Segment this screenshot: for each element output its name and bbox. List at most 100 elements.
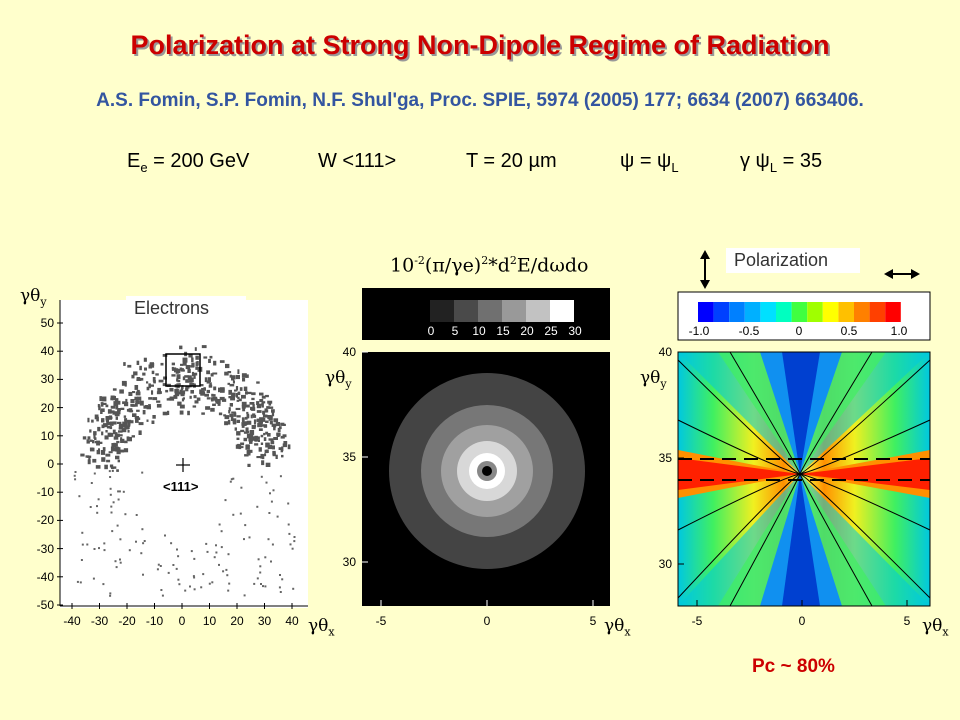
electron-dot <box>175 567 178 570</box>
electron-dot <box>245 404 250 408</box>
electron-dot <box>279 591 282 593</box>
electron-dot <box>93 431 97 436</box>
electron-dot <box>256 418 260 423</box>
electron-dot <box>96 505 98 508</box>
electron-dot <box>261 401 266 404</box>
electron-dot <box>177 401 182 406</box>
electron-dot <box>225 363 230 369</box>
electron-dot <box>117 490 120 493</box>
electron-dot <box>135 418 139 423</box>
electron-dot <box>87 436 91 440</box>
electron-dot <box>213 556 216 559</box>
electron-dot <box>95 465 101 469</box>
electron-dot <box>276 515 279 518</box>
electron-dot <box>230 478 233 481</box>
electron-dot <box>189 382 192 388</box>
electron-dot <box>219 396 225 401</box>
intensity-colorbar-cell <box>430 300 454 322</box>
electron-dot <box>108 470 111 473</box>
polarization-colorbar-cell <box>838 302 854 322</box>
electron-dot <box>142 372 146 376</box>
electron-dot <box>267 538 270 541</box>
electron-dot <box>216 399 221 404</box>
electron-dot <box>101 431 104 436</box>
electron-dot <box>112 411 118 415</box>
electron-dot <box>113 442 116 446</box>
electron-dot <box>256 404 261 409</box>
electron-dot <box>159 565 162 567</box>
electron-dot <box>246 450 251 454</box>
electron-dot <box>140 552 143 555</box>
mid-xtick-label: 0 <box>483 614 491 628</box>
electron-dot <box>132 413 137 417</box>
electron-dot <box>110 405 116 409</box>
electron-dot <box>208 358 211 363</box>
electron-dot <box>182 369 185 372</box>
electron-dot <box>240 486 243 489</box>
electron-dot <box>265 394 269 398</box>
electron-dot <box>254 438 258 442</box>
electron-dot <box>148 397 153 400</box>
electron-dot <box>278 447 283 450</box>
electron-dot <box>184 589 187 592</box>
electron-dot <box>237 396 240 400</box>
electron-dot <box>213 360 217 366</box>
electron-dot <box>224 421 228 426</box>
electron-dot <box>240 429 245 433</box>
electron-dot <box>111 447 116 452</box>
electron-dot <box>256 436 260 440</box>
electron-dot <box>115 416 118 420</box>
electron-dot <box>122 490 125 493</box>
electron-dot <box>130 420 134 424</box>
electron-dot <box>109 426 113 430</box>
electron-dot <box>192 405 197 408</box>
electron-dot <box>228 407 231 412</box>
electron-dot <box>250 414 253 419</box>
electron-dot <box>256 505 259 508</box>
electron-dot <box>87 459 91 465</box>
electron-dot <box>146 386 150 391</box>
electron-dot <box>265 420 269 423</box>
electron-dot <box>162 354 168 357</box>
electron-dot <box>261 417 266 422</box>
electron-dot <box>106 425 111 429</box>
electron-dot <box>277 427 281 433</box>
electron-dot <box>273 418 279 423</box>
electron-dot <box>270 500 273 503</box>
electron-dot <box>100 402 104 407</box>
electron-dot <box>254 419 257 422</box>
electron-dot <box>265 442 270 448</box>
electron-dot <box>171 362 175 366</box>
left-xtick-label: 40 <box>285 614 299 628</box>
electron-dot <box>120 407 125 410</box>
polarization-map <box>677 351 931 607</box>
electron-dot <box>153 380 156 384</box>
electron-dot <box>260 475 263 478</box>
polarization-colorbar-cell <box>744 302 761 322</box>
electron-dot <box>92 458 97 463</box>
electron-dot <box>232 513 235 516</box>
electron-dot <box>89 439 93 442</box>
electron-dot <box>152 415 156 419</box>
electron-dot <box>204 377 208 383</box>
electron-dot <box>182 360 187 366</box>
electron-dot <box>260 442 264 445</box>
electron-dot <box>113 436 119 440</box>
electron-dot <box>181 398 185 402</box>
electron-dot <box>156 568 159 571</box>
electron-dot <box>193 395 197 399</box>
left-ytick-label: 30 <box>40 372 54 387</box>
electron-dot <box>107 432 112 437</box>
electron-dot <box>243 538 245 541</box>
electron-dot <box>259 565 262 568</box>
electron-dot <box>180 390 186 395</box>
electron-dot <box>98 448 100 453</box>
left-xtick-label: -10 <box>145 614 164 628</box>
electron-dot <box>279 574 281 576</box>
electron-dot <box>251 407 256 411</box>
param-thickness: T = 20 µm <box>466 150 557 172</box>
electron-dot <box>106 459 111 463</box>
electron-dot <box>267 444 273 450</box>
electron-dot <box>243 431 249 434</box>
